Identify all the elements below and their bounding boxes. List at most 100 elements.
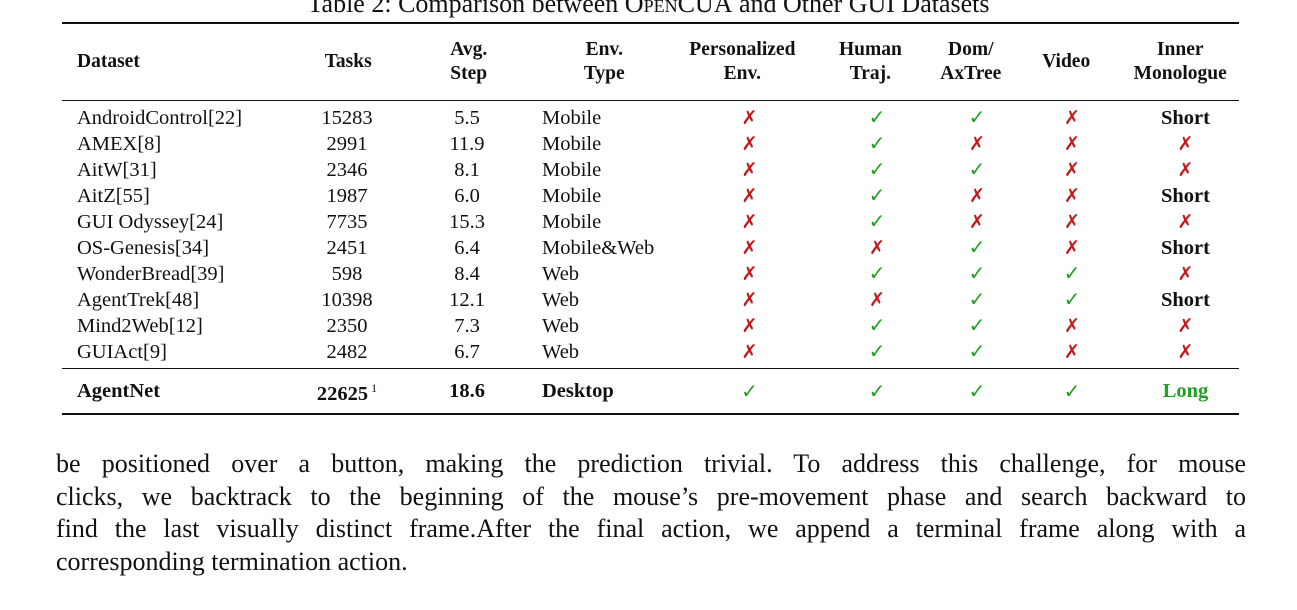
cell-human: ✓ <box>817 101 937 131</box>
cell-human: ✗ <box>817 287 937 313</box>
cross-icon: ✗ <box>1064 340 1080 363</box>
cell-video: ✓ <box>1017 287 1127 313</box>
cross-icon: ✗ <box>741 288 758 311</box>
header-human-traj: Human Traj. <box>838 39 902 84</box>
cell-avg-step: 5.5 <box>454 106 480 129</box>
table-final: AgentNet 22625 1 18.6 Desktop ✓ ✓ ✓ ✓ Lon… <box>62 369 1244 413</box>
check-icon: ✓ <box>868 105 886 129</box>
cell-tasks: 1987 <box>326 184 368 207</box>
cell-dataset: GUIAct[9] <box>77 340 167 363</box>
cross-icon: ✗ <box>741 184 758 207</box>
cell-tasks: 2350 <box>326 314 368 337</box>
header-personalized-env: Personalized Env. <box>689 39 796 84</box>
cell-video: ✗ <box>1017 157 1127 183</box>
cell-video: ✗ <box>1017 209 1127 235</box>
cell-personalized: ✗ <box>682 235 817 261</box>
table-top-rule <box>62 22 1239 24</box>
table-bottom-rule <box>62 413 1239 415</box>
cell-personalized: ✗ <box>682 287 817 313</box>
cross-icon: ✗ <box>869 288 885 311</box>
monologue-label: Short <box>1161 236 1210 259</box>
cell-env-type: Mobile <box>542 132 602 155</box>
footnote-marker: 1 <box>371 381 378 395</box>
table-row: Mind2Web[12] 2350 7.3 Web ✗ ✓ ✓ ✗ ✗ <box>62 313 1244 339</box>
cell-avg-step: 8.1 <box>454 158 480 181</box>
cell-dom: ✓ <box>937 369 1017 413</box>
cell-inner: ✗ <box>1127 131 1244 157</box>
cell-dataset: AgentTrek[48] <box>77 288 200 311</box>
cell-env-type: Mobile&Web <box>542 236 655 259</box>
cell-video: ✗ <box>1017 235 1127 261</box>
cross-icon: ✗ <box>1177 314 1194 337</box>
cross-icon: ✗ <box>1064 132 1080 155</box>
cell-inner: Short <box>1127 235 1244 261</box>
cell-dom: ✗ <box>937 183 1017 209</box>
check-icon: ✓ <box>868 183 886 207</box>
check-icon: ✓ <box>968 378 986 403</box>
cell-inner: ✗ <box>1127 339 1244 368</box>
check-icon: ✓ <box>868 131 886 155</box>
cell-personalized: ✗ <box>682 157 817 183</box>
header-video: Video <box>1042 51 1091 72</box>
cell-env-type: Desktop <box>542 380 614 402</box>
cross-icon: ✗ <box>741 132 758 155</box>
check-icon: ✓ <box>868 313 886 337</box>
cell-dataset: GUI Odyssey[24] <box>77 210 224 233</box>
check-icon: ✓ <box>1063 261 1081 285</box>
comparison-table: Dataset Tasks Avg. Step Env. Type Personal… <box>62 22 1239 415</box>
cell-human: ✓ <box>817 313 937 339</box>
header-avg-step: Avg. Step <box>450 39 488 84</box>
check-icon: ✓ <box>868 261 886 285</box>
cross-icon: ✗ <box>1064 236 1080 259</box>
caption-suffix: and Other GUI Datasets <box>732 0 990 18</box>
cell-env-type: Web <box>542 288 580 311</box>
cell-video: ✗ <box>1017 131 1127 157</box>
cell-avg-step: 6.0 <box>454 184 480 207</box>
cross-icon: ✗ <box>1177 132 1194 155</box>
cell-dataset: Mind2Web[12] <box>77 314 203 337</box>
cross-icon: ✗ <box>741 340 758 363</box>
check-icon: ✓ <box>968 105 986 129</box>
check-icon: ✓ <box>1063 287 1081 311</box>
cell-human: ✓ <box>817 261 937 287</box>
table-row: WonderBread[39] 598 8.4 Web ✗ ✓ ✓ ✓ ✗ <box>62 261 1244 287</box>
cell-tasks: 10398 <box>321 288 373 311</box>
cross-icon: ✗ <box>741 210 758 233</box>
cell-dom: ✓ <box>937 157 1017 183</box>
cell-avg-step: 6.7 <box>454 340 480 363</box>
cross-icon: ✗ <box>1177 262 1194 285</box>
cross-icon: ✗ <box>741 262 758 285</box>
cross-icon: ✗ <box>741 106 758 129</box>
paragraph-line: find the last visually distinct frame.Af… <box>56 514 1246 543</box>
monologue-label: Short <box>1161 184 1210 207</box>
check-icon: ✓ <box>741 378 758 403</box>
cell-inner: ✗ <box>1127 157 1244 183</box>
cross-icon: ✗ <box>969 210 985 233</box>
header-row: Dataset Tasks Avg. Step Env. Type Personal… <box>62 24 1239 100</box>
cell-personalized: ✗ <box>682 261 817 287</box>
cell-tasks: 2482 <box>326 340 368 363</box>
cell-dataset: AMEX[8] <box>77 132 162 155</box>
cell-inner: ✗ <box>1127 209 1244 235</box>
cell-personalized: ✗ <box>682 131 817 157</box>
cell-dataset: OS-Genesis[34] <box>77 236 210 259</box>
table-row: OS-Genesis[34] 2451 6.4 Mobile&Web ✗ ✗ ✓ ✗ Short <box>62 235 1244 261</box>
cell-personalized: ✗ <box>682 209 817 235</box>
paragraph-line: be positioned over a button, making the … <box>56 449 1246 478</box>
cross-icon: ✗ <box>1064 158 1080 181</box>
header-tasks: Tasks <box>324 51 372 72</box>
check-icon: ✓ <box>968 261 986 285</box>
cell-tasks: 598 <box>331 262 363 285</box>
check-icon: ✓ <box>968 287 986 311</box>
table-caption: Table 2: Comparison between OpenCUA and … <box>0 0 1297 20</box>
cell-env-type: Web <box>542 314 580 337</box>
table-final-rule <box>62 368 1239 369</box>
cross-icon: ✗ <box>1064 184 1080 207</box>
monologue-label: Short <box>1161 288 1210 311</box>
cell-avg-step: 15.3 <box>449 210 485 233</box>
table-row: AMEX[8] 2991 11.9 Mobile ✗ ✓ ✗ ✗ ✗ <box>62 131 1244 157</box>
cell-personalized: ✗ <box>682 313 817 339</box>
cell-human: ✓ <box>817 183 937 209</box>
cell-inner: ✗ <box>1127 261 1244 287</box>
cross-icon: ✗ <box>1064 210 1080 233</box>
